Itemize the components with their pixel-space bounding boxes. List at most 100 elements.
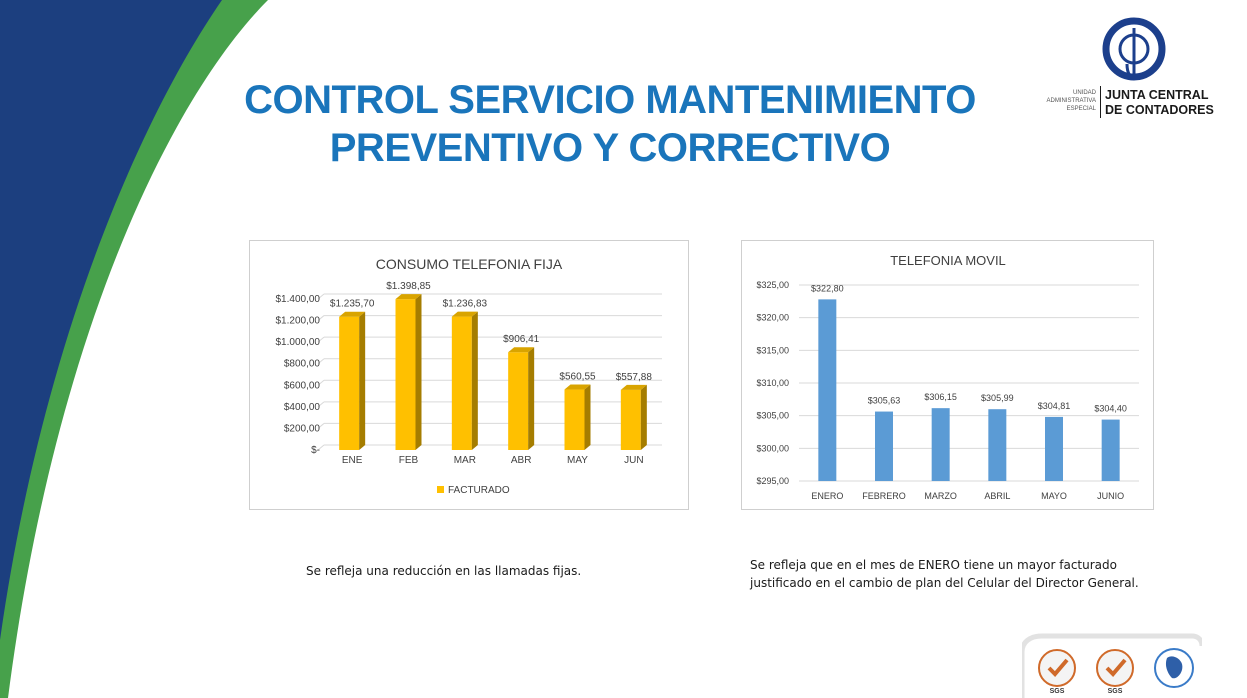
x-tick-label: JUN xyxy=(624,455,643,466)
data-label: $322,80 xyxy=(811,283,844,293)
jcc-logo-icon xyxy=(1102,17,1166,81)
bar-top xyxy=(620,384,647,390)
bar-top xyxy=(339,311,366,317)
bar-front xyxy=(451,316,472,450)
slide-title: CONTROL SERVICIO MANTENIMIENTO PREVENTIV… xyxy=(140,76,1080,172)
y-tick-label: $1.000,00 xyxy=(276,337,321,348)
x-tick-label: MAR xyxy=(454,455,476,466)
badge1-label: SGS xyxy=(1050,688,1065,695)
x-tick-label: ABR xyxy=(511,455,532,466)
chart-telefonia-fija: CONSUMO TELEFONIA FIJA $- $200,00 $400,00 $6… xyxy=(249,240,689,510)
gridline-depth xyxy=(317,336,325,343)
bar-febrero xyxy=(875,411,893,481)
legend-label: FACTURADO xyxy=(448,485,510,496)
gridline-depth xyxy=(317,358,325,365)
bar-front xyxy=(620,389,641,450)
bar-front xyxy=(339,316,360,450)
data-label: $1.236,83 xyxy=(443,299,488,310)
gridline-depth xyxy=(317,293,325,300)
data-label: $305,99 xyxy=(981,393,1014,403)
x-tick-label: FEB xyxy=(399,455,419,466)
x-tick-label: ABRIL xyxy=(984,491,1010,501)
bar-enero xyxy=(818,299,837,481)
y-tick-label: $320,00 xyxy=(756,313,789,323)
y-tick-label: $200,00 xyxy=(284,423,321,434)
bar-may xyxy=(564,384,591,450)
y-tick-label: $300,00 xyxy=(756,443,789,453)
bar-mar xyxy=(451,311,478,450)
gridline-depth xyxy=(317,379,325,386)
y-tick-label: $- xyxy=(311,445,320,456)
data-label: $304,40 xyxy=(1094,404,1127,414)
y-tick-label: $1.400,00 xyxy=(276,294,321,305)
y-tick-label: $315,00 xyxy=(756,345,789,355)
logo-name: JUNTA CENTRAL DE CONTADORES xyxy=(1105,88,1214,118)
chart-title: TELEFONIA MOVIL xyxy=(890,253,1006,268)
chart-title: CONSUMO TELEFONIA FIJA xyxy=(376,256,563,272)
sgs-badge-icon xyxy=(1038,649,1076,687)
gridline-depth xyxy=(317,423,325,429)
y-tick-label: $800,00 xyxy=(284,359,321,370)
bar-ene xyxy=(339,311,366,450)
bar-jun xyxy=(620,384,647,450)
sgs-badge-icon xyxy=(1096,649,1134,687)
x-tick-label: JUNIO xyxy=(1097,491,1124,501)
bar-front xyxy=(508,352,529,450)
chart-fija-svg: CONSUMO TELEFONIA FIJA $- $200,00 $400,00 $6… xyxy=(276,256,662,496)
x-tick-label: MAYO xyxy=(1041,491,1067,501)
logo-sub-line-3: ESPECIAL xyxy=(1066,106,1096,112)
y-tick-label: $1.200,00 xyxy=(276,316,321,327)
data-label: $1.235,70 xyxy=(330,299,375,310)
bar-side xyxy=(640,384,647,450)
bar-top xyxy=(451,311,478,317)
data-label: $305,63 xyxy=(868,396,901,406)
colombia-seal-icon xyxy=(1154,648,1194,688)
bar-marzo xyxy=(931,408,950,481)
data-label: $560,55 xyxy=(559,372,596,383)
x-tick-label: MAY xyxy=(567,455,588,466)
y-tick-label: $325,00 xyxy=(756,280,789,290)
bar-side xyxy=(359,311,366,450)
bar-abr xyxy=(508,347,535,450)
logo-sub-line-1: UNIDAD xyxy=(1072,90,1096,96)
x-tick-label: ENERO xyxy=(811,491,843,501)
certification-badges: SGS SGS xyxy=(1022,633,1202,698)
data-label: $306,15 xyxy=(924,392,957,402)
badge2-label: SGS xyxy=(1108,688,1123,695)
gridline-depth xyxy=(317,315,325,321)
bar-side xyxy=(584,384,591,450)
y-tick-label: $600,00 xyxy=(284,380,321,391)
chart-movil-svg: TELEFONIA MOVIL $295,00 $300,00 $305,00 $310… xyxy=(756,253,1139,501)
bar-side xyxy=(528,347,535,450)
x-tick-label: MARZO xyxy=(924,491,957,501)
logo-divider xyxy=(1100,86,1101,118)
y-tick-label: $295,00 xyxy=(756,476,789,486)
bar-front xyxy=(395,299,416,450)
data-label: $1.398,85 xyxy=(386,281,431,292)
x-tick-label: FEBRERO xyxy=(862,491,906,501)
note-fija: Se refleja una reducción en las llamadas… xyxy=(306,564,582,578)
bar-abril xyxy=(988,409,1007,481)
gridline-depth xyxy=(317,401,325,408)
data-label: $906,41 xyxy=(503,334,540,345)
bar-front xyxy=(564,389,585,450)
logo-name-line-2: DE CONTADORES xyxy=(1105,103,1214,117)
data-label: $304,81 xyxy=(1038,401,1071,411)
title-line-2: PREVENTIVO Y CORRECTIVO xyxy=(329,126,891,170)
bar-side xyxy=(471,311,478,450)
bar-top xyxy=(508,347,535,353)
note-movil: Se refleja que en el mes de ENERO tiene … xyxy=(750,558,1139,590)
bar-junio xyxy=(1101,419,1120,481)
gridline-depth xyxy=(317,444,325,451)
y-tick-label: $310,00 xyxy=(756,378,789,388)
y-tick-label: $305,00 xyxy=(756,411,789,421)
bar-top xyxy=(395,294,422,300)
logo-name-line-1: JUNTA CENTRAL xyxy=(1105,88,1209,102)
bar-top xyxy=(564,384,591,390)
bar-mayo xyxy=(1045,416,1063,481)
chart-telefonia-movil: TELEFONIA MOVIL $295,00 $300,00 $305,00 $310… xyxy=(741,240,1154,510)
x-tick-label: ENE xyxy=(342,455,363,466)
logo-subtitle: UNIDAD ADMINISTRATIVA ESPECIAL xyxy=(1040,89,1096,113)
legend-swatch xyxy=(437,486,444,493)
title-line-1: CONTROL SERVICIO MANTENIMIENTO xyxy=(244,78,976,122)
